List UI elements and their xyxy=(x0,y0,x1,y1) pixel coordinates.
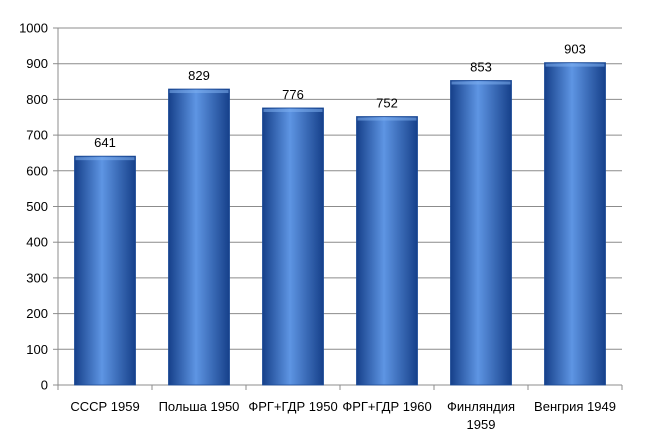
gridlines xyxy=(58,27,622,350)
y-tick-label: 900 xyxy=(26,56,48,71)
x-category-label: 1959 xyxy=(467,417,496,432)
x-category-label: Польша 1950 xyxy=(159,399,240,414)
y-tick-label: 200 xyxy=(26,306,48,321)
bar-highlight xyxy=(263,108,323,112)
bar xyxy=(74,155,136,386)
x-category-label: ФРГ+ГДР 1960 xyxy=(342,399,431,414)
x-category-label: ФРГ+ГДР 1950 xyxy=(248,399,337,414)
y-tick-label: 0 xyxy=(41,378,48,393)
data-label: 853 xyxy=(470,59,492,74)
data-label: 829 xyxy=(188,68,210,83)
axes xyxy=(53,27,623,390)
y-tick-label: 1000 xyxy=(19,21,48,36)
bar xyxy=(262,107,324,386)
bar-highlight xyxy=(75,157,135,161)
bar xyxy=(168,88,230,386)
bar xyxy=(356,116,418,386)
data-label: 752 xyxy=(376,96,398,111)
x-category-label: Финляндия xyxy=(447,399,515,414)
bars xyxy=(74,62,606,386)
x-category-label: СССР 1959 xyxy=(70,399,139,414)
labels: 0 100 200 300 400 500 600 700 800 900 1000 641 СССР … xyxy=(19,21,616,433)
bar-highlight xyxy=(357,117,417,121)
data-label: 903 xyxy=(564,42,586,57)
bar-highlight xyxy=(451,81,511,85)
data-label: 776 xyxy=(282,87,304,102)
bar-highlight xyxy=(545,63,605,67)
y-tick-label: 800 xyxy=(26,92,48,107)
x-category-label: Венгрия 1949 xyxy=(534,399,616,414)
bar-highlight xyxy=(169,90,229,94)
data-label: 641 xyxy=(94,135,116,150)
y-tick-label: 400 xyxy=(26,235,48,250)
bar xyxy=(544,62,606,386)
y-tick-label: 100 xyxy=(26,342,48,357)
y-tick-label: 300 xyxy=(26,270,48,285)
y-tick-label: 700 xyxy=(26,128,48,143)
bar xyxy=(450,80,512,386)
y-tick-label: 500 xyxy=(26,199,48,214)
y-tick-label: 600 xyxy=(26,163,48,178)
